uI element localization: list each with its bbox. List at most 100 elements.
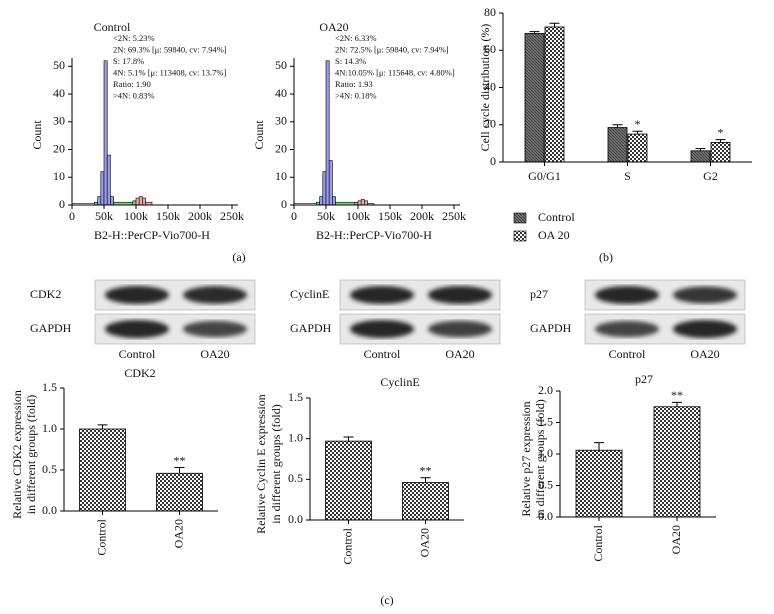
legend-label: Control xyxy=(538,210,575,224)
bar xyxy=(710,142,731,163)
histogram-bar xyxy=(364,200,368,206)
x-tick-label: 50k xyxy=(317,209,335,223)
bar xyxy=(575,449,623,518)
legend-label: OA 20 xyxy=(538,228,570,242)
y-tick-label: 20 xyxy=(53,141,65,155)
y-tick-label: 1.0 xyxy=(288,430,303,444)
panel-label: (c) xyxy=(380,593,393,607)
y-tick-label: 30 xyxy=(53,114,65,128)
y-axis-label: Count xyxy=(252,120,266,150)
error-bar xyxy=(529,31,540,34)
blot-band xyxy=(350,320,414,338)
bar xyxy=(607,127,628,163)
y-axis-label: Cell cycle distribution (%) xyxy=(478,24,492,152)
y-tick-label: 0 xyxy=(490,154,496,168)
blot-band xyxy=(673,320,737,338)
histogram-bar xyxy=(360,199,365,206)
bar xyxy=(690,150,711,163)
protein-label: CDK2 xyxy=(30,287,61,301)
blot-band xyxy=(350,286,414,304)
axis xyxy=(71,58,238,206)
annotation: >4N: 0.18% xyxy=(335,90,377,100)
y-axis-label: Relative CDK2 expression xyxy=(10,390,24,519)
x-tick-label: 150k xyxy=(156,209,180,223)
bar xyxy=(653,406,701,518)
error-bar xyxy=(632,130,643,135)
loading-label: GAPDH xyxy=(530,321,572,335)
histogram-bar xyxy=(142,197,146,206)
blot-band xyxy=(673,286,737,304)
lane-label: Control xyxy=(119,347,156,361)
histogram-bar xyxy=(135,197,140,206)
bar xyxy=(524,33,545,163)
y-axis-label: in different groups (fold) xyxy=(24,395,38,514)
significance: * xyxy=(718,125,724,139)
y-tick-label: 10 xyxy=(53,169,65,183)
y-tick-label: 1.0 xyxy=(538,446,553,460)
y-tick-label: 0.5 xyxy=(42,462,57,476)
x-tick-label: G2 xyxy=(703,169,718,183)
error-bar xyxy=(343,436,354,442)
histogram-bar xyxy=(100,171,105,206)
blot-band xyxy=(183,286,247,304)
significance: ** xyxy=(174,453,186,467)
x-tick-label: Control xyxy=(591,524,605,561)
error-bar xyxy=(420,477,431,483)
y-tick-label: 40 xyxy=(53,86,65,100)
y-tick-label: 1.5 xyxy=(538,414,553,428)
histogram-bar xyxy=(332,196,336,206)
significance: * xyxy=(635,117,641,131)
x-tick-label: 50k xyxy=(95,209,113,223)
error-bar xyxy=(695,148,706,151)
x-tick-label: 250k xyxy=(220,209,244,223)
x-tick-label: Control xyxy=(94,518,108,555)
bar xyxy=(156,472,203,512)
chart-title: CyclinE xyxy=(380,375,419,389)
histogram-bar xyxy=(138,196,143,206)
histogram-bar xyxy=(328,160,333,206)
axis xyxy=(293,58,460,206)
chart-title: CDK2 xyxy=(124,366,155,380)
y-tick-label: 40 xyxy=(484,79,496,93)
annotation: 2N: 72.5% [μ: 59840, cv: 7.94%] xyxy=(335,44,449,54)
x-tick-label: 100k xyxy=(346,209,370,223)
protein-label: CyclinE xyxy=(290,287,329,301)
x-tick-label: 100k xyxy=(124,209,148,223)
y-tick-label: 1.5 xyxy=(42,380,57,394)
y-tick-label: 10 xyxy=(275,169,287,183)
error-bar xyxy=(174,467,185,474)
y-tick-label: 80 xyxy=(484,5,496,19)
panel-label: (b) xyxy=(599,250,613,264)
x-tick-label: S xyxy=(624,169,631,183)
y-tick-label: 0.5 xyxy=(288,471,303,485)
error-bar xyxy=(612,124,623,128)
annotation: 2N: 69.3% [μ: 59840, cv: 7.94%] xyxy=(113,44,227,54)
histogram-bar xyxy=(103,60,108,206)
y-tick-label: 30 xyxy=(275,114,287,128)
blot-band xyxy=(595,320,659,338)
annotation: S: 17.8% xyxy=(113,56,144,66)
legend-swatch xyxy=(513,230,527,242)
loading-label: GAPDH xyxy=(290,321,332,335)
histogram-bar xyxy=(110,196,114,206)
y-tick-label: 0 xyxy=(59,197,65,211)
blot-band xyxy=(595,286,659,304)
y-tick-label: 40 xyxy=(275,86,287,100)
x-tick-label: OA20 xyxy=(171,519,185,548)
y-axis-label: Relative p27 expression xyxy=(519,401,533,516)
lane-label: OA20 xyxy=(445,347,474,361)
lane-label: OA20 xyxy=(690,347,719,361)
lane-label: Control xyxy=(364,347,401,361)
y-tick-label: 0.0 xyxy=(42,503,57,517)
x-tick-label: 200k xyxy=(188,209,212,223)
x-tick-label: 250k xyxy=(442,209,466,223)
protein-label: p27 xyxy=(530,287,548,301)
y-tick-label: 0.0 xyxy=(538,509,553,523)
histogram-bar xyxy=(357,200,362,206)
loading-label: GAPDH xyxy=(30,321,72,335)
chart-title: OA20 xyxy=(319,20,348,34)
annotation: Ratio: 1.90 xyxy=(113,79,151,89)
error-bar xyxy=(594,442,604,451)
y-tick-label: 50 xyxy=(275,58,287,72)
